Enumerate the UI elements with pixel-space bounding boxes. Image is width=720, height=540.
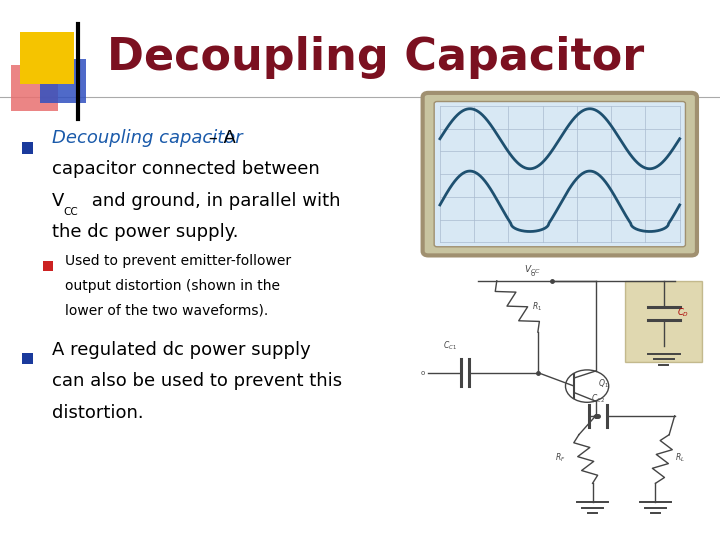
Text: A regulated dc power supply: A regulated dc power supply	[52, 341, 310, 359]
Text: CC: CC	[63, 207, 78, 218]
Text: $R_L$: $R_L$	[675, 451, 685, 464]
Bar	[22, 143, 33, 154]
Text: o: o	[420, 369, 425, 376]
Text: $R_F$: $R_F$	[554, 451, 565, 464]
FancyBboxPatch shape	[423, 93, 697, 255]
FancyBboxPatch shape	[434, 102, 685, 247]
Text: Decoupling capacitor: Decoupling capacitor	[52, 129, 243, 147]
Text: lower of the two waveforms).: lower of the two waveforms).	[65, 303, 268, 318]
Text: the dc power supply.: the dc power supply.	[52, 223, 238, 241]
Text: o: o	[530, 271, 534, 276]
Text: $C_{C1}$: $C_{C1}$	[444, 340, 457, 352]
Text: $V_{CC}$: $V_{CC}$	[524, 263, 541, 276]
Bar	[626, 281, 702, 362]
Text: Used to prevent emitter-follower: Used to prevent emitter-follower	[65, 254, 291, 268]
Text: output distortion (shown in the: output distortion (shown in the	[65, 279, 280, 293]
Text: Decoupling Capacitor: Decoupling Capacitor	[107, 36, 644, 79]
Bar	[22, 353, 33, 364]
Bar	[20, 32, 74, 84]
Text: V: V	[52, 192, 64, 210]
Text: distortion.: distortion.	[52, 403, 143, 422]
Bar	[11, 65, 58, 111]
Text: and ground, in parallel with: and ground, in parallel with	[86, 192, 341, 210]
Text: $Q_1$: $Q_1$	[598, 377, 609, 390]
Text: $C_{C2}$: $C_{C2}$	[591, 393, 605, 405]
Text: can also be used to prevent this: can also be used to prevent this	[52, 372, 342, 390]
Text: – A: – A	[203, 129, 236, 147]
Text: capacitor connected between: capacitor connected between	[52, 160, 320, 178]
Text: $C_D$: $C_D$	[677, 307, 689, 320]
Text: $R_1$: $R_1$	[532, 300, 543, 313]
Bar	[40, 59, 86, 103]
Bar	[43, 261, 53, 271]
